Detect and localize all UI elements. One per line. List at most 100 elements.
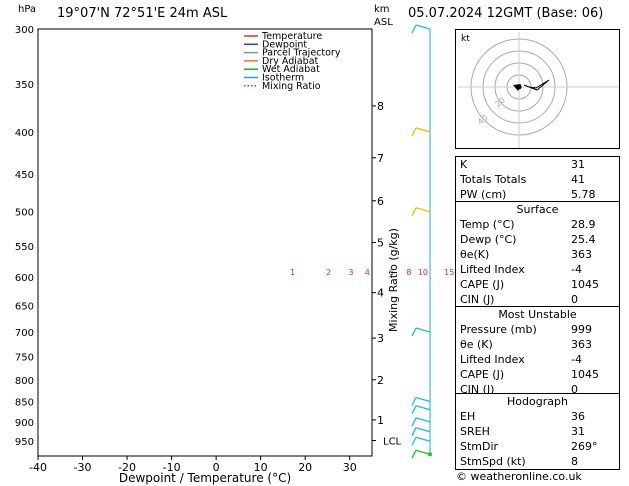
- legend-label-isotherm: Isotherm: [262, 73, 304, 84]
- hpa-unit-label: hPa: [18, 4, 37, 15]
- hodograph-ring-label: 40: [476, 113, 490, 126]
- most-unstable-label: Pressure (mb): [460, 323, 537, 336]
- x-tick-label: -40: [29, 461, 47, 474]
- pressure-tick-700: 700: [15, 328, 34, 339]
- plot-frame: [37, 28, 373, 457]
- datetime-label: 05.07.2024 12GMT (Base: 06): [408, 6, 604, 21]
- surface-value: 1045: [571, 278, 599, 291]
- x-tick-label: -20: [118, 461, 136, 474]
- copyright-label: © weatheronline.co.uk: [456, 470, 582, 483]
- km-unit-label: km: [374, 4, 390, 15]
- wind-barb-flag: [411, 327, 417, 337]
- most-unstable-row: θe (K) 363: [456, 337, 619, 352]
- wind-barb: [415, 327, 431, 333]
- surface-value: -4: [571, 263, 582, 276]
- surface-row: θe(K) 363: [456, 247, 619, 262]
- pressure-tick-450: 450: [15, 170, 34, 181]
- index-label: PW (cm): [460, 188, 507, 201]
- wind-barb-flag: [411, 405, 417, 415]
- surface-label: CIN (J): [460, 293, 495, 306]
- most-unstable-row: Pressure (mb) 999: [456, 322, 619, 337]
- most-unstable-table: Most Unstable Pressure (mb) 999 θe (K) 363 L…: [455, 306, 620, 398]
- hodograph-stat-value: 36: [571, 410, 585, 423]
- pressure-tick-300: 300: [15, 25, 34, 36]
- legend-label-wet-adiabat: Wet Adiabat: [262, 64, 320, 75]
- hodograph-stat-row: StmSpd (kt) 8: [456, 454, 619, 469]
- location-label: 19°07'N 72°51'E 24m ASL: [57, 6, 228, 21]
- indices-table: K 31 Totals Totals 41 PW (cm) 5.78: [455, 156, 620, 203]
- wind-barb-flag: [411, 24, 417, 34]
- most-unstable-label: CAPE (J): [460, 368, 505, 381]
- most-unstable-title: Most Unstable: [498, 308, 577, 321]
- mixing-ratio-label: 1: [290, 268, 295, 277]
- mixing-ratio-label: 8: [406, 268, 411, 277]
- wind-barb: [415, 24, 431, 30]
- pressure-tick-950: 950: [15, 437, 34, 448]
- surface-row: Temp (°C) 28.9: [456, 217, 619, 232]
- hodograph-stat-value: 269°: [571, 440, 598, 453]
- surface-title: Surface: [516, 203, 559, 216]
- legend-box: [240, 30, 358, 92]
- surface-value: 0: [571, 293, 578, 306]
- surface-row: CAPE (J) 1045: [456, 277, 619, 292]
- x-tick-label: 30: [343, 461, 357, 474]
- lcl-label: LCL: [383, 436, 402, 447]
- index-value: 5.78: [571, 188, 596, 201]
- pressure-tick-500: 500: [15, 208, 34, 219]
- hodograph-stat-value: 8: [571, 455, 578, 468]
- surface-label: CAPE (J): [460, 278, 505, 291]
- legend-label-dry-adiabat: Dry Adiabat: [262, 56, 319, 67]
- mixing-ratio-label: 4: [365, 268, 370, 277]
- mixing-ratio-label: 15: [444, 268, 454, 277]
- wind-barb-flag: [411, 127, 417, 137]
- legend-label-parcel-trajectory: Parcel Trajectory: [262, 48, 341, 59]
- wind-barb: [415, 207, 431, 213]
- wind-barb: [415, 127, 431, 133]
- pressure-tick-850: 850: [15, 397, 34, 408]
- km-tick-6: 6: [377, 195, 384, 208]
- index-row: Totals Totals 41: [456, 172, 619, 187]
- hodograph-stat-label: StmDir: [460, 440, 499, 453]
- index-value: 41: [571, 173, 585, 186]
- x-tick-label: 10: [254, 461, 268, 474]
- x-tick-label: 0: [213, 461, 220, 474]
- hodograph-table-title: Hodograph: [507, 395, 568, 408]
- wind-barb-flag: [411, 436, 417, 446]
- most-unstable-label: θe (K): [460, 338, 493, 351]
- most-unstable-value: 999: [571, 323, 592, 336]
- km-tick-8: 8: [377, 100, 384, 113]
- asl-label: ASL: [374, 17, 393, 28]
- index-row: K 31: [456, 157, 619, 172]
- index-row: PW (cm) 5.78: [456, 187, 619, 202]
- dry-adiabat-line: [422, 29, 446, 456]
- surface-row: CIN (J) 0: [456, 292, 619, 307]
- pressure-tick-750: 750: [15, 353, 34, 364]
- most-unstable-value: 1045: [571, 368, 599, 381]
- hodograph-stat-row: EH 36: [456, 409, 619, 424]
- wind-barb: [415, 417, 431, 423]
- mixing-ratio-label: 3: [348, 268, 353, 277]
- surface-label: Lifted Index: [460, 263, 525, 276]
- hodograph-unit: kt: [461, 34, 470, 44]
- x-tick-label: 20: [298, 461, 312, 474]
- most-unstable-row: CAPE (J) 1045: [456, 367, 619, 382]
- wind-barb-flag: [411, 449, 417, 459]
- most-unstable-row: CIN (J) 0: [456, 382, 619, 397]
- pressure-tick-350: 350: [15, 80, 34, 91]
- pressure-tick-600: 600: [15, 273, 34, 284]
- pressure-tick-650: 650: [15, 302, 34, 313]
- index-label: Totals Totals: [460, 173, 527, 186]
- hodograph-stat-row: StmDir 269°: [456, 439, 619, 454]
- wind-barb-flag: [411, 207, 417, 216]
- hodograph-ring-label: 20: [493, 96, 507, 109]
- mixing-ratio-axis-title: Mixing Ratio (g/kg): [387, 228, 400, 332]
- surface-label: Temp (°C): [460, 218, 515, 231]
- surface-label: Dewp (°C): [460, 233, 517, 246]
- mixing-ratio-label: 10: [418, 268, 428, 277]
- km-tick-4: 4: [377, 287, 384, 300]
- hodograph-stat-label: StmSpd (kt): [460, 455, 526, 468]
- wind-barb-flag: [411, 397, 417, 406]
- wind-barb: [415, 449, 431, 455]
- km-tick-1: 1: [377, 414, 384, 427]
- most-unstable-value: 0: [571, 383, 578, 396]
